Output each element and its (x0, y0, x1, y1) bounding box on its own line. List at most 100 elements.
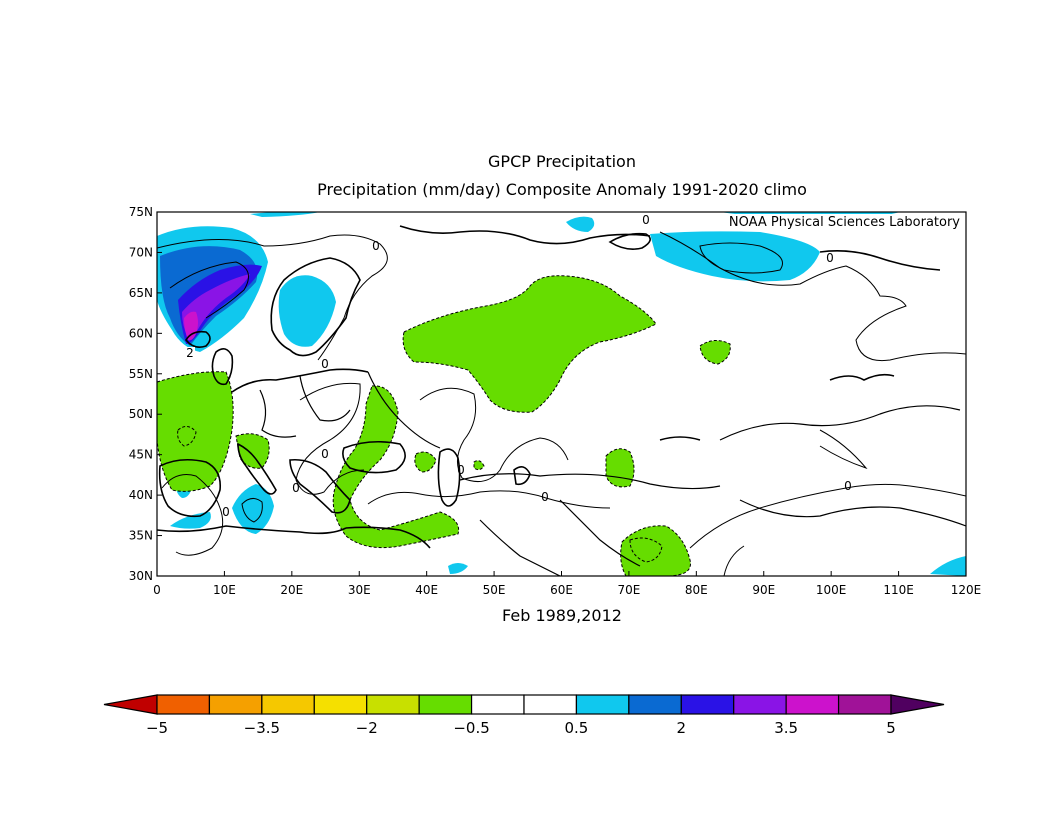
colorbar-bin (366, 694, 420, 715)
coast-caspian (437, 448, 461, 507)
negative-contours (177, 426, 663, 563)
latitude-label: 35N (129, 529, 153, 543)
figure-title: GPCP Precipitation (488, 152, 636, 171)
wet-anomaly-norway-coast (278, 275, 336, 347)
country-borders (259, 371, 966, 576)
border-europe-2 (299, 375, 351, 422)
colorbar-bin (785, 694, 840, 715)
longitude-label: 50E (483, 583, 506, 597)
coast-turkey-south (345, 526, 431, 549)
colorbar-label: 5 (886, 719, 896, 737)
colorbar-arrow-high (890, 694, 945, 715)
longitude-label: 100E (816, 583, 847, 597)
contour-label: 0 (222, 505, 230, 519)
coast-balkhash (659, 436, 701, 441)
longitude-label: 40E (415, 583, 438, 597)
colorbar-bin (837, 694, 892, 715)
coast-british-isles (211, 348, 234, 386)
colorbar-label: −5 (146, 719, 168, 737)
contour-label: 0 (844, 479, 852, 493)
latitude-axis: 30N 35N 40N 45N 50N 55N 60N 65N 70N 75N (129, 205, 162, 583)
longitude-label: 70E (617, 583, 640, 597)
colorbar-bin (208, 694, 263, 715)
contour-lines (157, 231, 966, 576)
contour-zero-asia (689, 483, 966, 549)
colorbar-label: −0.5 (453, 719, 489, 737)
contour-tyrrhenian (241, 498, 263, 523)
wet-anomaly-iceland-stronger (182, 274, 250, 339)
colorbar-bin (313, 694, 368, 715)
border-europe-1 (259, 389, 297, 438)
colorbar-bin (628, 694, 682, 715)
border-iran (479, 519, 561, 576)
colorbar-bin (470, 694, 525, 715)
border-russia-1 (367, 371, 441, 449)
coast-north-africa (157, 525, 347, 535)
latitude-label: 40N (129, 488, 153, 502)
credit-box (688, 214, 962, 230)
contour-label: 2 (186, 346, 194, 360)
coast-east-asia (829, 373, 895, 381)
colorbar-arrow-low (103, 694, 158, 715)
colorbar-bin (575, 694, 630, 715)
longitude-label: 20E (280, 583, 303, 597)
contour-label-group: 0 0 0 0 0 0 0 0 0 0 2 (185, 213, 852, 519)
contour-label: 0 (292, 481, 300, 495)
border-kazakh (459, 473, 721, 490)
contour-neg-caspian (629, 537, 663, 563)
coast-black-sea (342, 440, 406, 474)
coast-italy (237, 442, 277, 495)
latitude-label: 65N (129, 286, 153, 300)
border-china (739, 499, 966, 527)
latitude-label: 75N (129, 205, 153, 219)
figure-subtitle: Precipitation (mm/day) Composite Anomaly… (317, 180, 807, 199)
contour-barents (699, 242, 783, 274)
contour-iceland-1 (169, 261, 249, 319)
coast-balkans (289, 458, 351, 514)
coast-taymyr (819, 250, 941, 271)
coast-arctic-russia (399, 225, 651, 245)
colorbar-bin (523, 694, 578, 715)
border-mongolia (719, 405, 961, 441)
credit-text: NOAA Physical Sciences Laboratory (729, 215, 960, 230)
dry-anomaly-west-siberia (699, 340, 731, 365)
colorbar-bin (261, 694, 315, 715)
longitude-axis: 0 10E 20E 30E 40E 50E 60E 70E 80E 90E 100E 110E 120E (153, 571, 981, 597)
dry-anomaly-aral (473, 460, 485, 471)
dry-anomaly-russia-plain (402, 275, 657, 413)
wet-anomaly-tyrrhenian (232, 484, 274, 534)
colorbar-bin (156, 694, 211, 715)
contour-label: 0 (457, 463, 465, 477)
colorbar-label: 0.5 (564, 719, 588, 737)
coast-iceland (185, 330, 211, 348)
colorbar-bin (733, 694, 787, 715)
contour-label: 0 (321, 357, 329, 371)
contour-zero-far-east (819, 429, 868, 470)
colorbar-label: −2 (356, 719, 378, 737)
longitude-label: 60E (550, 583, 573, 597)
longitude-label: 120E (951, 583, 982, 597)
contour-label: 0 (321, 447, 329, 461)
wet-anomaly-caspian (448, 563, 468, 574)
contour-zero-central (419, 387, 569, 483)
contour-neg-france (177, 426, 197, 447)
contour-label: 0 (541, 490, 549, 504)
coastlines (157, 225, 941, 549)
colorbar-label: 2 (677, 719, 687, 737)
longitude-label: 30E (348, 583, 371, 597)
dry-anomaly-himalaya (620, 525, 691, 576)
colorbar-label: −3.5 (244, 719, 280, 737)
longitude-label: 80E (685, 583, 708, 597)
contour-zero-med (367, 490, 611, 509)
colorbar: −5 −3.5 −2 −0.5 0.5 2 3.5 5 (103, 694, 945, 737)
coast-aral (513, 466, 531, 486)
dry-anomaly-kazakhstan (605, 448, 635, 488)
contour-zero-europe (295, 382, 365, 495)
coast-europe-north (231, 368, 369, 393)
latitude-label: 45N (129, 448, 153, 462)
longitude-label: 0 (153, 583, 161, 597)
contour-label-box (185, 347, 195, 359)
period-label: Feb 1989,2012 (502, 606, 622, 625)
coast-iberia (158, 458, 222, 518)
